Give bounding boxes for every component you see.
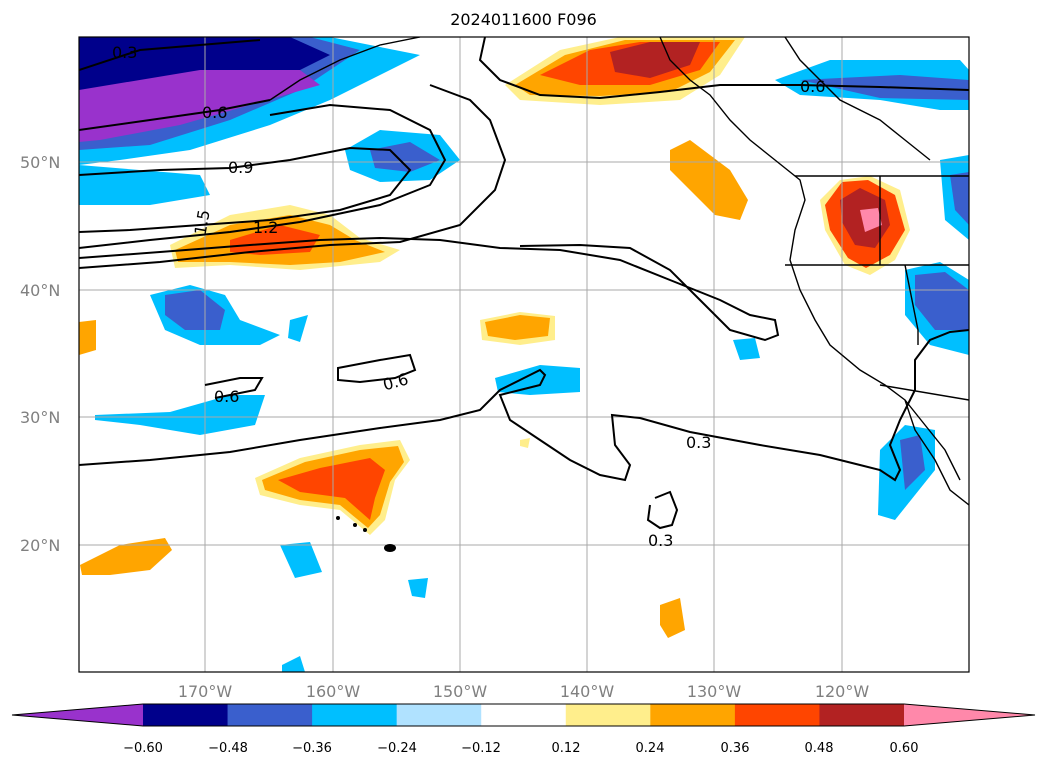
contour-label: 0.6 xyxy=(800,77,825,96)
hawaii-islands xyxy=(336,516,396,552)
colorbar-extend-low xyxy=(12,704,143,726)
colorbar-tick: 0.36 xyxy=(721,741,750,756)
lon-label: 120°W xyxy=(815,682,870,701)
map-title: 2024011600 F096 xyxy=(450,10,597,29)
contour-label: 1.2 xyxy=(253,218,278,237)
lon-label: 150°W xyxy=(433,682,488,701)
colorbar-tick: −0.60 xyxy=(123,741,163,756)
colorbar-tick: −0.48 xyxy=(208,741,248,756)
contour-label: 0.3 xyxy=(648,531,673,550)
colorbar-segment xyxy=(481,704,567,726)
colorbar-tick: −0.12 xyxy=(461,741,501,756)
colorbar-tick: 0.12 xyxy=(552,741,581,756)
colorbar-segment xyxy=(734,704,820,726)
coastlines xyxy=(269,37,969,506)
colorbar-outline xyxy=(11,703,1036,727)
colorbar-tick: 0.24 xyxy=(636,741,665,756)
latitude-labels: 50°N 40°N 30°N 20°N xyxy=(20,153,60,555)
longitude-labels: 170°W 160°W 150°W 140°W 130°W 120°W xyxy=(178,682,870,701)
colorbar-segment xyxy=(227,704,313,726)
contour-label: 0.3 xyxy=(112,43,137,62)
lon-label: 160°W xyxy=(306,682,361,701)
lat-label: 50°N xyxy=(20,153,60,172)
colorbar-tick: 0.48 xyxy=(805,741,834,756)
negative-anomaly-shading xyxy=(79,37,969,672)
lon-label: 130°W xyxy=(687,682,742,701)
map-area: 0.3 0.6 0.9 1.2 1.5 0.6 0.6 0.6 0.3 0.3 xyxy=(79,37,969,672)
lat-label: 30°N xyxy=(20,408,60,427)
lat-label: 40°N xyxy=(20,281,60,300)
colorbar-segment xyxy=(565,704,651,726)
colorbar-segment xyxy=(650,704,736,726)
contour-label: 0.9 xyxy=(228,158,253,177)
contour-label: 0.6 xyxy=(214,387,239,406)
lat-label: 20°N xyxy=(20,536,60,555)
colorbar-segment xyxy=(396,704,482,726)
colorbar-segment xyxy=(819,704,905,726)
colorbar-segment xyxy=(312,704,398,726)
contour-label: 1.5 xyxy=(191,208,214,236)
colorbar-segment xyxy=(143,704,229,726)
colorbar-tick: −0.36 xyxy=(292,741,332,756)
map-frame xyxy=(78,36,970,673)
colorbar-tick-labels: −0.60 −0.48 −0.36 −0.24 −0.12 0.12 0.24 … xyxy=(123,741,918,756)
contour-lines xyxy=(79,37,969,530)
colorbar xyxy=(11,703,1036,727)
lon-label: 170°W xyxy=(178,682,233,701)
colorbar-tick: 0.60 xyxy=(890,741,919,756)
contour-label: 0.6 xyxy=(202,103,227,122)
colorbar-extend-high xyxy=(904,704,1035,726)
lon-label: 140°W xyxy=(560,682,615,701)
contour-label: 0.3 xyxy=(686,433,711,452)
colorbar-tick: −0.24 xyxy=(377,741,417,756)
